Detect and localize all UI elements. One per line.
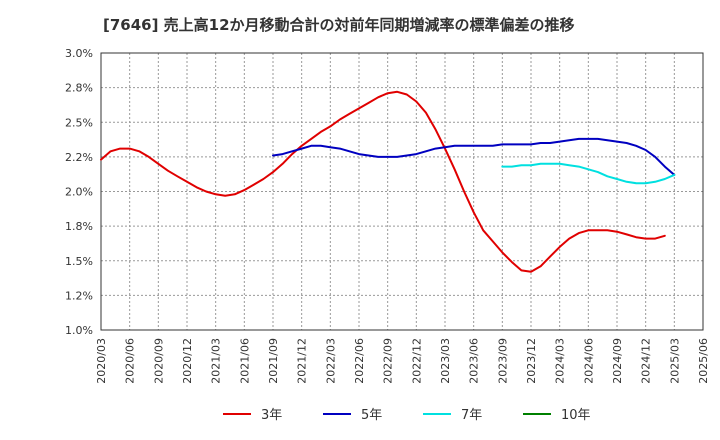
y-tick-label: 2.5% xyxy=(65,116,93,129)
x-tick-label: 2022/09 xyxy=(382,338,395,384)
x-tick-label: 2024/12 xyxy=(640,338,653,384)
x-tick-label: 2024/06 xyxy=(582,338,595,384)
x-tick-label: 2025/06 xyxy=(697,338,710,384)
x-tick-label: 2021/03 xyxy=(210,338,223,384)
x-tick-label: 2021/09 xyxy=(267,338,280,384)
y-tick-label: 2.8% xyxy=(65,82,93,95)
x-tick-label: 2020/03 xyxy=(95,338,108,384)
y-tick-label: 2.0% xyxy=(65,186,93,199)
chart-title: [7646] 売上高12か月移動合計の対前年同期増減率の標準偏差の推移 xyxy=(103,16,575,34)
y-tick-label: 3.0% xyxy=(65,47,93,60)
series-line xyxy=(100,90,666,273)
x-tick-label: 2021/12 xyxy=(296,338,309,384)
x-tick-label: 2025/03 xyxy=(668,338,681,384)
x-tick-label: 2024/03 xyxy=(554,338,567,384)
x-tick-label: 2023/03 xyxy=(439,338,452,384)
y-tick-label: 1.0% xyxy=(65,324,93,337)
y-tick-label: 1.2% xyxy=(65,289,93,302)
x-tick-label: 2021/06 xyxy=(238,338,251,384)
series-line xyxy=(501,162,676,185)
legend-label: 3年 xyxy=(261,408,282,423)
x-tick-label: 2022/03 xyxy=(324,338,337,384)
x-tick-label: 2023/09 xyxy=(496,338,509,384)
x-tick-label: 2022/06 xyxy=(353,338,366,384)
x-tick-label: 2020/06 xyxy=(124,338,137,384)
legend-label: 10年 xyxy=(561,408,591,423)
y-tick-label: 1.8% xyxy=(65,220,93,233)
y-tick-label: 2.2% xyxy=(65,151,93,164)
plot-frame xyxy=(100,52,704,331)
legend-label: 5年 xyxy=(361,408,382,423)
x-tick-label: 2020/12 xyxy=(181,338,194,384)
legend-label: 7年 xyxy=(461,408,482,423)
x-tick-label: 2022/12 xyxy=(410,338,423,384)
y-tick-label: 1.5% xyxy=(65,255,93,268)
x-tick-label: 2023/06 xyxy=(468,338,481,384)
series-line xyxy=(272,137,676,176)
x-tick-label: 2020/09 xyxy=(152,338,165,384)
x-tick-label: 2024/09 xyxy=(611,338,624,384)
x-tick-label: 2023/12 xyxy=(525,338,538,384)
